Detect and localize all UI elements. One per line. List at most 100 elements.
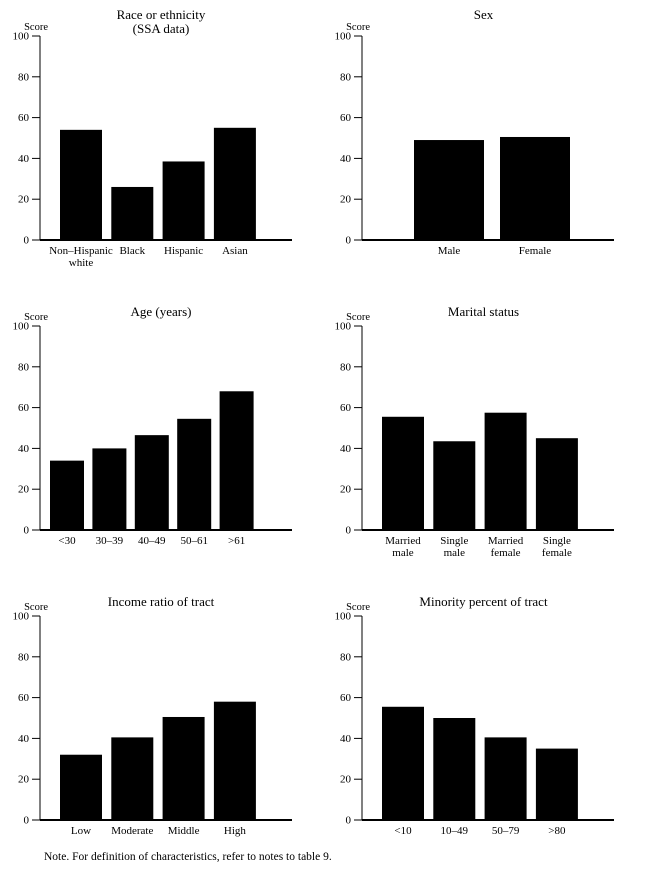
bar — [433, 441, 476, 530]
bar — [484, 737, 527, 820]
chart-title: Race or ethnicity — [116, 7, 206, 22]
y-tick-label: 80 — [18, 71, 30, 83]
y-tick-label: 0 — [24, 525, 30, 537]
x-category-label: >80 — [548, 825, 566, 837]
y-tick-label: 80 — [340, 651, 352, 663]
y-tick-label: 60 — [340, 692, 352, 704]
y-tick-label: 40 — [18, 443, 30, 455]
y-tick-label: 40 — [18, 733, 30, 745]
bar — [177, 418, 212, 530]
y-axis-unit-label: Score — [346, 312, 370, 323]
y-tick-label: 100 — [13, 321, 30, 333]
chart-age: Age (years) Score 0 20 40 60 80 100 <30 30–39 40–… — [0, 290, 322, 580]
bar — [433, 718, 476, 820]
y-tick-label: 0 — [346, 815, 352, 827]
x-category-label: Single — [440, 535, 468, 547]
bar — [92, 448, 127, 530]
y-tick-label: 60 — [18, 402, 30, 414]
y-tick-label: 100 — [13, 611, 30, 623]
x-category-label: Hispanic — [164, 245, 203, 257]
x-category-label: Married — [385, 535, 421, 547]
y-tick-label: 100 — [13, 31, 30, 43]
y-tick-label: 60 — [18, 692, 30, 704]
x-category-label: Middle — [168, 825, 200, 837]
y-tick-label: 20 — [18, 484, 30, 496]
chart-sex: Sex Score 0 20 40 60 80 100 Male Female — [322, 0, 645, 290]
x-category-label: 50–79 — [492, 825, 520, 837]
y-tick-label: 20 — [18, 194, 30, 206]
bar — [382, 416, 424, 530]
bar — [535, 748, 578, 820]
bar-chart-minority-percent-of-tract: Score 0 20 40 60 80 100 <10 10–49 50–79 >80 — [335, 602, 614, 837]
x-category-label: 50–61 — [180, 535, 208, 547]
y-tick-label: 0 — [346, 525, 352, 537]
bar — [213, 701, 256, 820]
chart-title: Sex — [473, 7, 494, 22]
bar-chart-income-ratio-of-tract: Score 0 20 40 60 80 100 Low Moderate Middle High — [13, 602, 292, 837]
bar — [111, 737, 154, 820]
y-tick-label: 20 — [340, 194, 352, 206]
bar — [535, 438, 578, 530]
x-category-label: white — [69, 257, 94, 269]
y-tick-label: 40 — [340, 733, 352, 745]
y-tick-label: 40 — [340, 443, 352, 455]
x-category-label: Male — [438, 245, 461, 257]
bar-chart-age: Score 0 20 40 60 80 100 <30 30–39 40–49 50–61 >61 — [13, 312, 292, 547]
y-tick-label: 100 — [335, 31, 352, 43]
x-category-label: male — [392, 547, 413, 559]
chart-race-or-ethnicity: Race or ethnicity (SSA data) Score 0 20 40 6… — [0, 0, 322, 290]
figure-note: Note. For definition of characteristics,… — [44, 851, 332, 863]
x-category-label: 30–39 — [96, 535, 124, 547]
x-category-label: Asian — [222, 245, 248, 257]
y-tick-label: 0 — [24, 815, 30, 827]
x-category-label: Moderate — [111, 825, 153, 837]
x-category-label: Single — [543, 535, 571, 547]
y-tick-label: 0 — [24, 235, 30, 247]
x-category-label: Married — [488, 535, 524, 547]
y-axis-unit-label: Score — [24, 312, 48, 323]
y-axis-unit-label: Score — [346, 22, 370, 33]
bar — [213, 127, 256, 240]
x-category-label: Non–Hispanic — [49, 245, 113, 257]
y-tick-label: 80 — [18, 361, 30, 373]
chart-minority-percent-of-tract: Minority percent of tract Score 0 20 40 60 80… — [322, 580, 645, 870]
x-category-label: <30 — [58, 535, 76, 547]
x-category-label: Low — [71, 825, 91, 837]
x-category-label: Female — [519, 245, 551, 257]
x-category-label: Black — [119, 245, 145, 257]
bar — [60, 754, 102, 820]
x-category-label: <10 — [394, 825, 412, 837]
y-tick-label: 20 — [18, 774, 30, 786]
bar — [414, 140, 484, 240]
x-category-label: female — [542, 547, 572, 559]
bar — [500, 136, 570, 240]
y-tick-label: 40 — [18, 153, 30, 165]
bar — [134, 435, 169, 530]
bar — [162, 716, 205, 820]
y-tick-label: 100 — [335, 321, 352, 333]
y-tick-label: 40 — [340, 153, 352, 165]
x-category-label: 40–49 — [138, 535, 166, 547]
y-tick-label: 80 — [340, 361, 352, 373]
chart-title: Age (years) — [130, 304, 192, 319]
y-tick-label: 60 — [340, 112, 352, 124]
y-tick-label: 60 — [340, 402, 352, 414]
bar — [219, 391, 254, 530]
chart-title: Marital status — [447, 304, 520, 319]
x-category-label: 10–49 — [441, 825, 469, 837]
x-category-label: >61 — [228, 535, 245, 547]
y-axis-unit-label: Score — [24, 22, 48, 33]
bar-chart-marital-status: Score020406080100MarriedmaleSinglemaleMa… — [335, 312, 614, 559]
bar — [382, 706, 424, 820]
bar — [111, 186, 154, 240]
y-tick-label: 80 — [18, 651, 30, 663]
chart-title: Income ratio of tract — [107, 594, 215, 609]
bar-chart-sex: Score 0 20 40 60 80 100 Male Female — [335, 22, 614, 257]
y-tick-label: 0 — [346, 235, 352, 247]
x-category-label: male — [444, 547, 465, 559]
y-tick-label: 60 — [18, 112, 30, 124]
chart-subtitle: (SSA data) — [132, 21, 190, 36]
